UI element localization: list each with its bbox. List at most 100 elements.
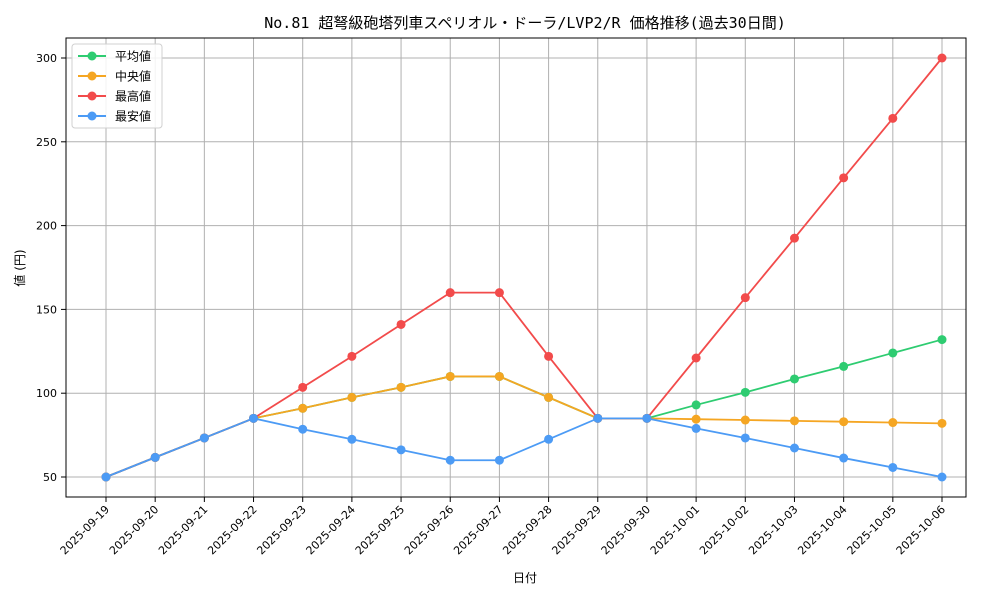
data-point	[888, 113, 898, 123]
data-point	[494, 455, 504, 465]
data-point	[544, 434, 554, 444]
data-point	[691, 353, 701, 363]
x-tick-label: 2025-10-03	[746, 503, 800, 557]
data-point	[199, 433, 209, 443]
data-point	[298, 424, 308, 434]
x-tick-label: 2025-09-21	[156, 503, 210, 557]
data-point	[789, 374, 799, 384]
data-point	[347, 434, 357, 444]
series-lines	[101, 53, 947, 482]
data-point	[740, 387, 750, 397]
series-1	[101, 371, 947, 482]
series-line	[105, 417, 943, 478]
x-tick-label: 2025-10-04	[795, 503, 849, 557]
legend-item: 中央値	[78, 69, 151, 84]
y-tick-label: 300	[36, 52, 57, 65]
x-tick-label: 2025-09-23	[254, 503, 308, 557]
legend-label: 中央値	[115, 69, 151, 84]
series-line	[105, 338, 943, 478]
data-point	[445, 455, 455, 465]
legend-label: 平均値	[115, 49, 151, 64]
data-point	[937, 418, 947, 428]
data-point	[937, 53, 947, 63]
data-point	[740, 293, 750, 303]
data-point	[789, 416, 799, 426]
legend-marker-icon	[87, 111, 97, 121]
data-point	[839, 173, 849, 183]
x-tick-label: 2025-09-30	[599, 503, 653, 557]
data-point	[445, 288, 455, 298]
x-tick-label: 2025-09-29	[549, 503, 603, 557]
data-point	[396, 445, 406, 455]
x-tick-label: 2025-09-27	[451, 503, 505, 557]
x-tick-label: 2025-10-02	[697, 503, 751, 557]
x-tick-label: 2025-09-19	[58, 503, 112, 557]
data-point	[445, 371, 455, 381]
data-point	[150, 452, 160, 462]
x-axis: 2025-09-192025-09-202025-09-212025-09-22…	[58, 497, 948, 557]
y-tick-label: 100	[36, 387, 57, 400]
data-point	[691, 400, 701, 410]
data-point	[298, 403, 308, 413]
chart-title: No.81 超弩級砲塔列車スペリオル・ドーラ/LVP2/R 価格推移(過去30日…	[264, 14, 786, 32]
data-point	[937, 335, 947, 345]
series-0	[101, 335, 947, 482]
y-axis: 50 100 150 200 250 300	[36, 52, 66, 484]
data-point	[691, 414, 701, 424]
data-point	[789, 443, 799, 453]
data-point	[789, 233, 799, 243]
data-point	[544, 392, 554, 402]
x-tick-label: 2025-10-06	[894, 503, 948, 557]
data-point	[888, 418, 898, 428]
y-tick-label: 50	[43, 471, 57, 484]
data-point	[298, 382, 308, 392]
legend-item: 最安値	[78, 109, 151, 124]
data-point	[691, 423, 701, 433]
data-point	[888, 462, 898, 472]
y-tick-label: 200	[36, 220, 57, 233]
plot-frame	[65, 37, 967, 498]
data-point	[839, 361, 849, 371]
legend-label: 最安値	[115, 109, 151, 124]
data-point	[937, 472, 947, 482]
legend-label: 最高値	[115, 89, 151, 104]
data-point	[839, 453, 849, 463]
series-3	[101, 413, 947, 482]
x-tick-label: 2025-09-28	[500, 503, 554, 557]
x-tick-label: 2025-10-01	[648, 503, 702, 557]
legend-marker-icon	[87, 91, 97, 101]
data-point	[494, 288, 504, 298]
x-tick-label: 2025-09-26	[402, 503, 456, 557]
legend-marker-icon	[87, 71, 97, 81]
legend-box	[71, 43, 163, 129]
legend-item: 最高値	[78, 89, 151, 104]
data-point	[494, 371, 504, 381]
legend-item: 平均値	[78, 49, 151, 64]
data-point	[544, 351, 554, 361]
series-2	[101, 53, 947, 482]
data-point	[839, 417, 849, 427]
data-point	[642, 413, 652, 423]
data-point	[101, 472, 111, 482]
x-tick-label: 2025-09-25	[353, 503, 407, 557]
x-tick-label: 2025-09-22	[205, 503, 259, 557]
series-line	[105, 57, 943, 478]
data-point	[593, 413, 603, 423]
x-tick-label: 2025-09-20	[107, 503, 161, 557]
data-point	[740, 433, 750, 443]
data-point	[347, 392, 357, 402]
x-axis-label: 日付	[513, 571, 537, 585]
data-point	[347, 351, 357, 361]
grid-lines	[66, 38, 966, 497]
x-tick-label: 2025-09-24	[304, 503, 358, 557]
data-point	[888, 348, 898, 358]
data-point	[396, 319, 406, 329]
x-tick-label: 2025-10-05	[845, 503, 899, 557]
data-point	[740, 415, 750, 425]
y-tick-label: 250	[36, 136, 57, 149]
data-point	[249, 413, 259, 423]
legend-marker-icon	[87, 51, 97, 61]
y-tick-label: 150	[36, 303, 57, 316]
